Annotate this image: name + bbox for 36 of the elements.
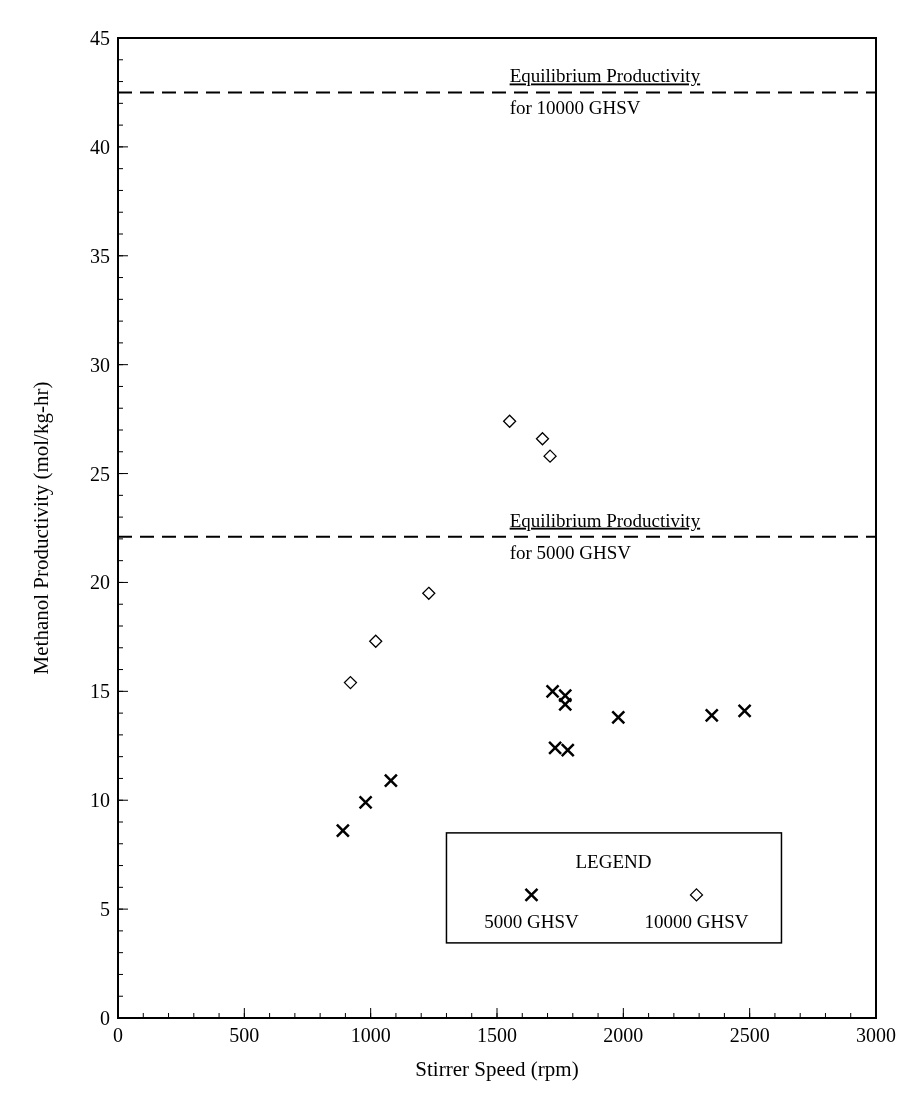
x-tick-label: 2000 bbox=[603, 1024, 644, 1046]
point bbox=[543, 449, 557, 463]
x-tick-label: 2500 bbox=[729, 1024, 770, 1046]
y-tick-label: 40 bbox=[90, 135, 110, 158]
x-axis-title: Stirrer Speed (rpm) bbox=[415, 1057, 579, 1081]
y-tick-label: 45 bbox=[90, 27, 110, 49]
ref-line-label: Equilibrium Productivity for 10000 GHSV bbox=[509, 65, 701, 119]
point bbox=[422, 586, 436, 600]
y-axis-title: Methanol Productivity (mol/kg-hr) bbox=[29, 381, 53, 675]
legend-title: LEGEND bbox=[575, 850, 652, 872]
point bbox=[611, 710, 626, 725]
y-tick-label: 35 bbox=[90, 244, 110, 267]
y-tick-label: 15 bbox=[90, 680, 110, 703]
x-tick-label: 1500 bbox=[477, 1024, 517, 1046]
point bbox=[737, 703, 752, 719]
ref-line-label: Equilibrium Productivity for 5000 GHSV bbox=[509, 509, 701, 563]
point bbox=[557, 697, 573, 712]
y-tick-label: 10 bbox=[90, 789, 110, 812]
y-tick-label: 20 bbox=[90, 571, 110, 594]
point bbox=[343, 675, 358, 690]
point bbox=[535, 432, 550, 446]
x-tick-label: 500 bbox=[229, 1024, 260, 1046]
legend-label: 10000 GHSV bbox=[644, 910, 749, 932]
point bbox=[383, 773, 399, 788]
point bbox=[335, 823, 351, 838]
y-tick-label: 25 bbox=[90, 462, 110, 485]
x-tick-label: 3000 bbox=[856, 1024, 896, 1046]
y-tick-label: 0 bbox=[100, 1007, 110, 1029]
point bbox=[358, 795, 373, 810]
legend-label: 5000 GHSV bbox=[484, 910, 579, 932]
y-tick-label: 5 bbox=[100, 898, 110, 921]
y-tick-label: 30 bbox=[90, 353, 110, 376]
x-tick-label: 1000 bbox=[350, 1024, 391, 1046]
point bbox=[502, 414, 517, 428]
point bbox=[369, 634, 383, 648]
point bbox=[704, 708, 720, 723]
